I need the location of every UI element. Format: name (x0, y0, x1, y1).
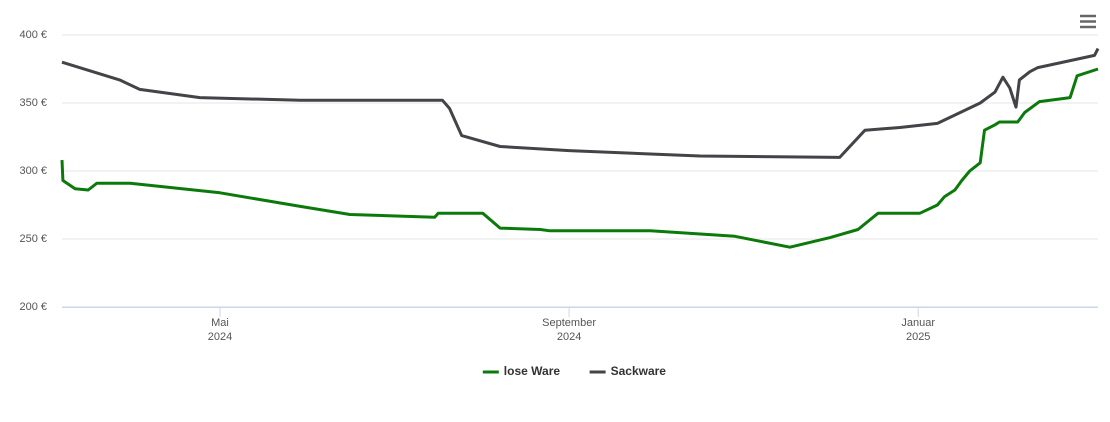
menu-button[interactable] (1076, 10, 1100, 34)
y-tick-label: 400 € (19, 29, 47, 41)
y-tick-label: 350 € (19, 97, 47, 109)
legend-label: Sackware (611, 364, 667, 378)
series-line (61, 47, 1100, 159)
y-tick-label: 250 € (19, 233, 47, 245)
y-tick-label: 300 € (19, 165, 47, 177)
x-tick-label: September 2024 (542, 317, 596, 343)
legend-label: lose Ware (504, 364, 561, 378)
y-tick-label: 200 € (19, 301, 47, 313)
x-tick-label: Januar 2025 (901, 317, 935, 343)
x-tick-label: Mai 2024 (208, 317, 232, 343)
series-line (60, 67, 1099, 249)
legend: lose Ware Sackware (482, 364, 667, 378)
